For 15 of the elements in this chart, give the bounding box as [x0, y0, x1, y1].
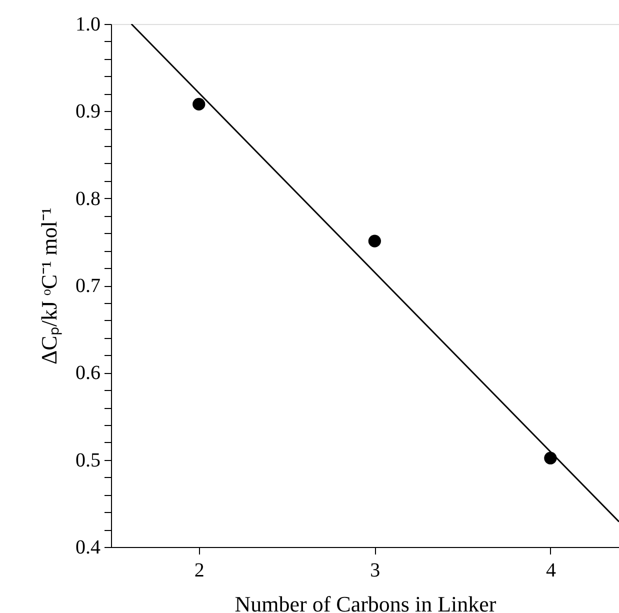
- x-axis-title: Number of Carbons in Linker: [234, 592, 497, 613]
- x-tick-label: 4: [546, 560, 556, 582]
- point: [368, 234, 381, 248]
- y-tick-label: 0.6: [76, 362, 100, 384]
- y-axis-title: ΔCₚ/kJ ᵒC⁻¹ mol⁻¹: [36, 208, 62, 364]
- y-tick-label: 0.4: [76, 536, 100, 558]
- x-tick-label: 3: [370, 560, 380, 582]
- y-tick-label: 0.5: [76, 449, 100, 472]
- y-tick-label: 0.7: [76, 275, 100, 297]
- y-tick-label: 0.8: [76, 188, 100, 210]
- y-tick-label: 0.9: [76, 100, 100, 123]
- y-tick-label: 1.0: [76, 14, 100, 36]
- point: [192, 98, 206, 111]
- x-tick-label: 2: [194, 560, 204, 582]
- point: [544, 452, 557, 464]
